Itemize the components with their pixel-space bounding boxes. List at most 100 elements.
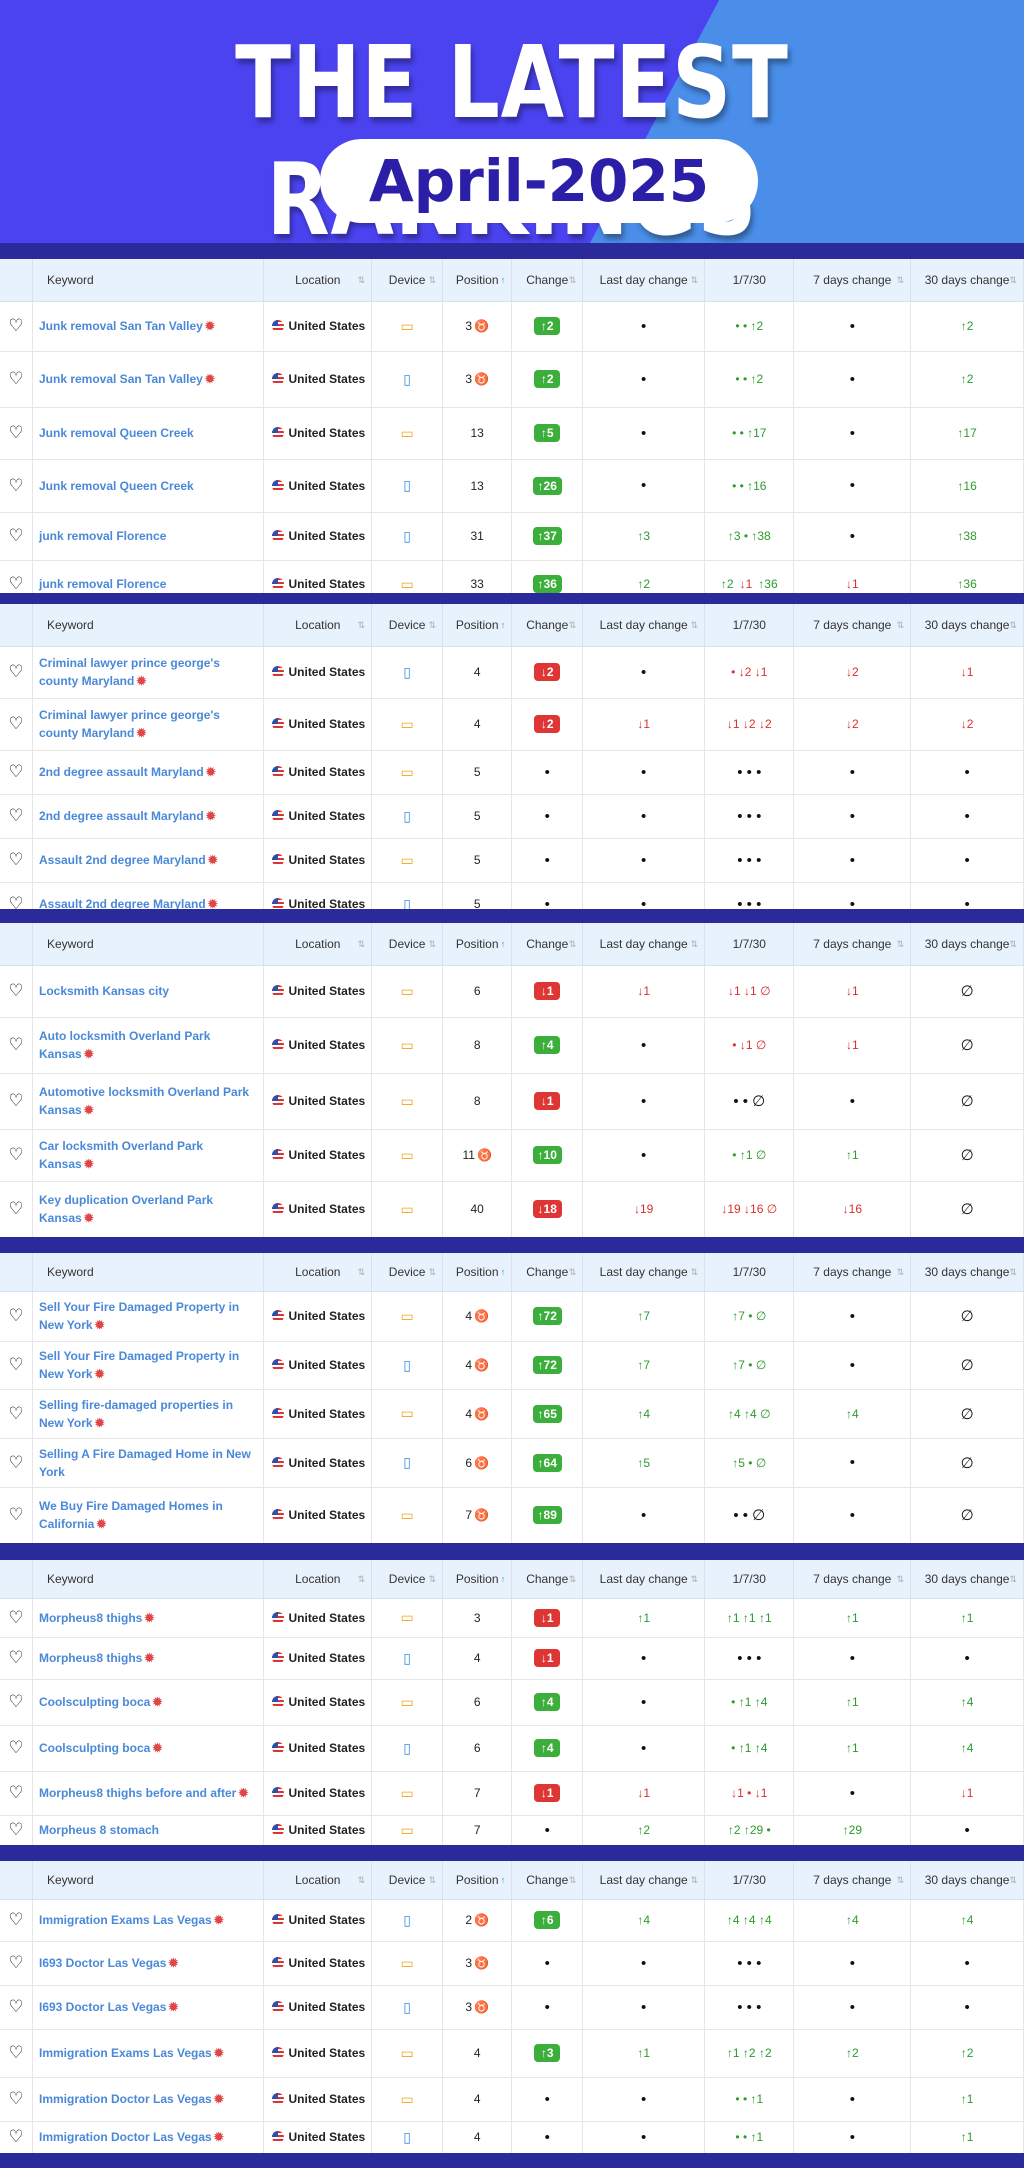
keyword-cell[interactable]: Immigration Exams Las Vegas ✹ [32, 1899, 265, 1942]
heart-icon[interactable]: ♡ [8, 894, 24, 909]
heart-icon[interactable]: ♡ [8, 1783, 24, 1802]
column-header-device[interactable]: Device ⇅ [371, 259, 444, 302]
column-header-location[interactable]: Location ⇅ [263, 1861, 373, 1900]
sort-icon[interactable]: ⇅ [428, 274, 437, 285]
sort-icon[interactable]: ⇅ [1009, 938, 1017, 949]
column-header-30-days-change[interactable]: 30 days change ⇅ [910, 1560, 1024, 1599]
column-header-position[interactable]: Position ↑ [442, 604, 513, 647]
sort-asc-icon[interactable]: ↑ [500, 1573, 506, 1584]
sort-icon[interactable]: ⇅ [357, 1266, 366, 1277]
keyword-cell[interactable]: Key duplication Overland Park Kansas ✹ [32, 1181, 265, 1237]
column-header-7-days-change[interactable]: 7 days change ⇅ [793, 1861, 912, 1900]
keyword-cell[interactable]: Sell Your Fire Damaged Property in New Y… [32, 1291, 265, 1342]
column-header-30-days-change[interactable]: 30 days change ⇅ [910, 1861, 1024, 1900]
sort-icon[interactable]: ⇅ [896, 1573, 905, 1584]
column-header-position[interactable]: Position ↑ [442, 1861, 513, 1900]
column-header-device[interactable]: Device ⇅ [371, 1560, 444, 1599]
heart-icon[interactable]: ♡ [8, 1091, 24, 1110]
sort-icon[interactable]: ⇅ [568, 1573, 577, 1584]
keyword-cell[interactable]: Morpheus 8 stomach [32, 1815, 265, 1845]
sort-asc-icon[interactable]: ↑ [500, 274, 506, 285]
sort-icon[interactable]: ⇅ [568, 938, 577, 949]
heart-icon[interactable]: ♡ [8, 1145, 24, 1164]
sort-icon[interactable]: ⇅ [357, 938, 366, 949]
sort-icon[interactable]: ⇅ [428, 938, 437, 949]
sort-icon[interactable]: ⇅ [896, 1266, 905, 1277]
column-header-location[interactable]: Location ⇅ [263, 259, 373, 302]
column-header-7-days-change[interactable]: 7 days change ⇅ [793, 604, 912, 647]
column-header-position[interactable]: Position ↑ [442, 1560, 513, 1599]
sort-icon[interactable]: ⇅ [690, 1874, 699, 1885]
keyword-cell[interactable]: Immigration Doctor Las Vegas ✹ [32, 2121, 265, 2153]
keyword-cell[interactable]: Car locksmith Overland Park Kansas ✹ [32, 1129, 265, 1182]
keyword-cell[interactable]: I693 Doctor Las Vegas ✹ [32, 1941, 265, 1986]
heart-icon[interactable]: ♡ [8, 1306, 24, 1325]
column-header-location[interactable]: Location ⇅ [263, 1253, 373, 1292]
column-header-1-7-30[interactable]: 1/7/30 [704, 923, 795, 966]
column-header-1-7-30[interactable]: 1/7/30 [704, 259, 795, 302]
keyword-cell[interactable]: Coolsculpting boca ✹ [32, 1725, 265, 1772]
sort-icon[interactable]: ⇅ [568, 1874, 577, 1885]
column-header-7-days-change[interactable]: 7 days change ⇅ [793, 1560, 912, 1599]
keyword-cell[interactable]: We Buy Fire Damaged Homes in California ✹ [32, 1487, 265, 1543]
sort-icon[interactable]: ⇅ [357, 619, 366, 630]
keyword-cell[interactable]: Selling fire-damaged properties in New Y… [32, 1389, 265, 1439]
heart-icon[interactable]: ♡ [8, 1953, 24, 1972]
heart-icon[interactable]: ♡ [8, 1505, 24, 1524]
heart-icon[interactable]: ♡ [8, 1199, 24, 1218]
heart-icon[interactable]: ♡ [8, 981, 24, 1000]
keyword-cell[interactable]: Coolsculpting boca ✹ [32, 1679, 265, 1726]
sort-icon[interactable]: ⇅ [568, 1266, 577, 1277]
heart-icon[interactable]: ♡ [8, 1648, 24, 1667]
heart-icon[interactable]: ♡ [8, 1403, 24, 1423]
sort-icon[interactable]: ⇅ [896, 619, 905, 630]
sort-icon[interactable]: ⇅ [568, 619, 577, 630]
column-header-device[interactable]: Device ⇅ [371, 1861, 444, 1900]
sort-icon[interactable]: ⇅ [1009, 619, 1017, 630]
keyword-cell[interactable]: 2nd degree assault Maryland ✹ [32, 794, 265, 839]
heart-icon[interactable]: ♡ [8, 1452, 24, 1472]
keyword-cell[interactable]: Automotive locksmith Overland Park Kansa… [32, 1073, 265, 1130]
heart-icon[interactable]: ♡ [8, 574, 24, 593]
keyword-cell[interactable]: junk removal Florence [32, 560, 265, 593]
sort-icon[interactable]: ⇅ [896, 274, 905, 285]
column-header-1-7-30[interactable]: 1/7/30 [704, 1861, 795, 1900]
column-header-last-day-change[interactable]: Last day change ⇅ [582, 1253, 706, 1292]
sort-icon[interactable]: ⇅ [357, 1573, 366, 1584]
heart-icon[interactable]: ♡ [8, 423, 24, 442]
column-header-position[interactable]: Position ↑ [442, 923, 513, 966]
column-header-location[interactable]: Location ⇅ [263, 1560, 373, 1599]
keyword-cell[interactable]: Junk removal San Tan Valley ✹ [32, 301, 265, 352]
heart-icon[interactable]: ♡ [8, 662, 24, 681]
column-header-1-7-30[interactable]: 1/7/30 [704, 1560, 795, 1599]
sort-icon[interactable]: ⇅ [690, 938, 699, 949]
keyword-cell[interactable]: junk removal Florence [32, 512, 265, 561]
heart-icon[interactable]: ♡ [8, 762, 24, 781]
heart-icon[interactable]: ♡ [8, 316, 24, 335]
column-header-last-day-change[interactable]: Last day change ⇅ [582, 259, 706, 302]
sort-icon[interactable]: ⇅ [428, 619, 437, 630]
keyword-cell[interactable]: Morpheus8 thighs ✹ [32, 1637, 265, 1680]
keyword-cell[interactable]: Sell Your Fire Damaged Property in New Y… [32, 1341, 265, 1390]
column-header-change[interactable]: Change ⇅ [511, 923, 584, 966]
heart-icon[interactable]: ♡ [8, 714, 24, 733]
column-header-change[interactable]: Change ⇅ [511, 604, 584, 647]
column-header-7-days-change[interactable]: 7 days change ⇅ [793, 1253, 912, 1292]
keyword-cell[interactable]: 2nd degree assault Maryland ✹ [32, 750, 265, 795]
sort-icon[interactable]: ⇅ [1009, 1573, 1017, 1584]
sort-icon[interactable]: ⇅ [428, 1573, 437, 1584]
column-header-30-days-change[interactable]: 30 days change ⇅ [910, 604, 1024, 647]
heart-icon[interactable]: ♡ [8, 1820, 24, 1839]
column-header-change[interactable]: Change ⇅ [511, 1861, 584, 1900]
column-header-7-days-change[interactable]: 7 days change ⇅ [793, 923, 912, 966]
sort-asc-icon[interactable]: ↑ [500, 1266, 506, 1277]
heart-icon[interactable]: ♡ [8, 2089, 24, 2108]
column-header-30-days-change[interactable]: 30 days change ⇅ [910, 259, 1024, 302]
keyword-cell[interactable]: Morpheus8 thighs ✹ [32, 1598, 265, 1638]
column-header-device[interactable]: Device ⇅ [371, 923, 444, 966]
keyword-cell[interactable]: Criminal lawyer prince george's county M… [32, 698, 265, 751]
heart-icon[interactable]: ♡ [8, 806, 24, 825]
sort-icon[interactable]: ⇅ [1009, 1874, 1017, 1885]
sort-icon[interactable]: ⇅ [428, 1266, 437, 1277]
keyword-cell[interactable]: Assault 2nd degree Maryland ✹ [32, 838, 265, 883]
